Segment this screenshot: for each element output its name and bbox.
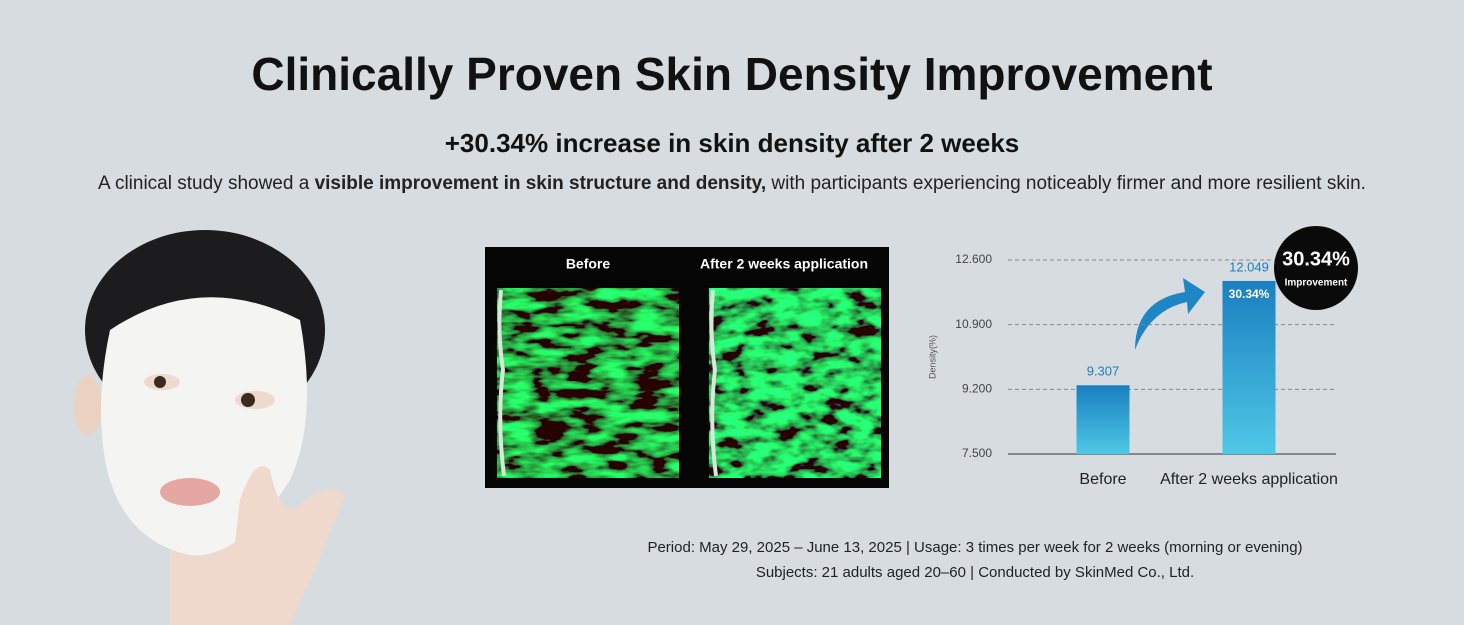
title: Clinically Proven Skin Density Improveme… <box>251 48 1212 100</box>
badge-value: 30.34% <box>1282 248 1350 270</box>
description-text: with participants experiencing noticeabl… <box>766 173 1366 194</box>
subtitle: +30.34% increase in skin density after 2… <box>445 128 1020 158</box>
description-text: A clinical study showed a <box>98 173 315 194</box>
micrograph-label: Before <box>566 256 611 272</box>
description: A clinical study showed a visible improv… <box>98 173 1366 194</box>
y-tick-label: 10.900 <box>955 317 992 331</box>
bar <box>1076 385 1130 454</box>
data-label: 12.049 <box>1229 259 1269 274</box>
description-emphasis: visible improvement in skin structure an… <box>315 173 767 194</box>
bar-chart: Density(%) 7.500 9.200 10.900 12.600 9.307 Be… <box>927 226 1358 488</box>
y-tick-label: 12.600 <box>955 252 992 266</box>
footnote: Subjects: 21 adults aged 20–60 | Conduct… <box>756 564 1194 581</box>
x-tick-label: After 2 weeks application <box>1160 471 1338 488</box>
y-tick-label: 9.200 <box>962 382 992 396</box>
model-photo <box>74 230 345 625</box>
y-axis-title: Density(%) <box>927 335 937 379</box>
badge-caption: Improvement <box>1285 278 1348 289</box>
y-tick-label: 7.500 <box>962 446 992 460</box>
footnote: Period: May 29, 2025 – June 13, 2025 | U… <box>647 539 1302 556</box>
x-tick-label: Before <box>1079 471 1126 488</box>
data-label: 9.307 <box>1087 364 1120 379</box>
micrograph-label: After 2 weeks application <box>700 256 868 272</box>
improvement-arrow <box>1135 278 1205 350</box>
bar-annotation: 30.34% <box>1229 287 1270 301</box>
bar <box>1222 280 1276 454</box>
badge <box>1274 226 1358 310</box>
micrograph-panel: Before After 2 weeks application <box>485 247 889 488</box>
